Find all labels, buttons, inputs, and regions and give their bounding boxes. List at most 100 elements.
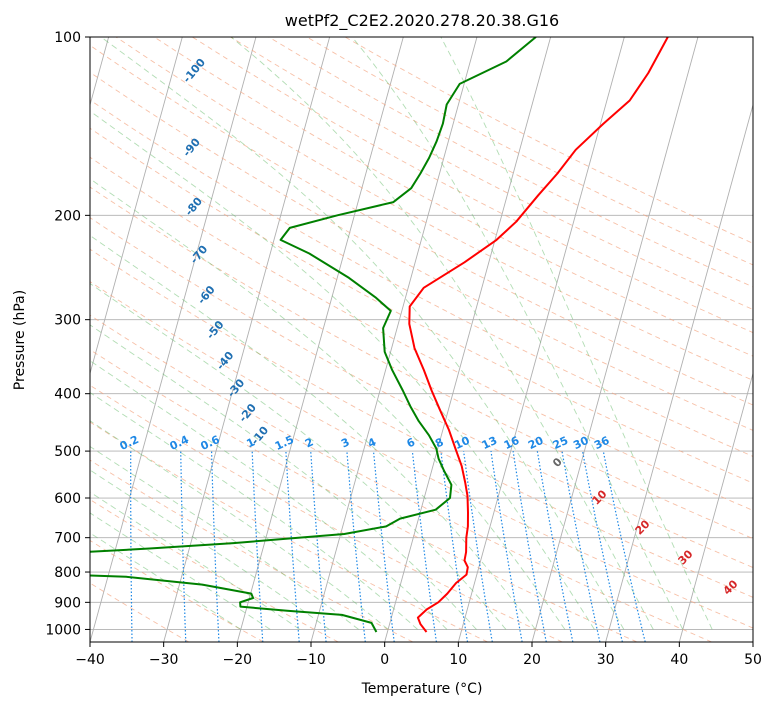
- plot-frame: [89, 36, 754, 643]
- dry-adiabat-label: -70: [188, 243, 211, 267]
- mixing-ratio-line: [346, 451, 366, 642]
- moist-adiabat-line: [440, 37, 713, 630]
- y-tick-label: 900: [54, 595, 81, 611]
- dry-adiabat-line: [90, 217, 753, 569]
- mixing-ratio-label: 0.2: [118, 433, 141, 453]
- mixing-ratio-label: 2: [303, 435, 315, 450]
- x-axis: −40 −30 −20 −10 0 10 20 30 40 50: [75, 642, 762, 668]
- dry-adiabat-line: [90, 99, 753, 457]
- moist-adiabat-label: 30: [676, 547, 696, 567]
- x-tick-label: 20: [523, 652, 541, 668]
- mixing-ratio-line: [82, 451, 84, 642]
- moist-adiabat-line: [90, 491, 300, 630]
- mixing-ratio-line: [602, 450, 646, 642]
- isotherm-line: [90, 37, 183, 376]
- dry-adiabat-label: -20: [236, 401, 259, 425]
- mixing-ratio-label: 4: [366, 435, 379, 450]
- moist-adiabat-line: [351, 37, 684, 630]
- y-axis-label: Pressure (hPa): [12, 290, 28, 390]
- dry-adiabat-line: [90, 421, 488, 642]
- x-tick-label: −40: [75, 652, 105, 668]
- dry-adiabat-label: -40: [214, 349, 237, 373]
- x-tick-label: −20: [223, 652, 253, 668]
- y-tick-label: 700: [54, 531, 81, 547]
- dry-adiabat-label: -100: [180, 56, 208, 86]
- temperature-line: [408, 37, 669, 633]
- mixing-ratio-line: [440, 451, 469, 642]
- mixing-ratio-line: [512, 451, 547, 642]
- background-lines: [82, 37, 753, 642]
- dry-adiabat-label: -90: [180, 135, 203, 159]
- y-tick-label: 600: [54, 491, 81, 507]
- moist-adiabat-line: [100, 37, 625, 630]
- moist-adiabat-line: [90, 469, 330, 630]
- moist-adiabat-line: [90, 420, 389, 630]
- mixing-ratio-line: [310, 451, 327, 642]
- mixing-ratio-line: [561, 450, 601, 642]
- mixing-ratio-label: 13: [480, 434, 499, 452]
- mixing-ratio-label: 3: [339, 435, 351, 450]
- isotherm-line: [531, 37, 699, 642]
- moist-adiabat-line: [90, 445, 359, 630]
- isotherm-line: [90, 37, 257, 642]
- mixing-ratio-label: 30: [571, 434, 591, 452]
- mixing-ratio-line: [372, 451, 395, 642]
- dry-adiabat-line: [90, 156, 753, 512]
- dry-adiabat-line: [90, 499, 339, 642]
- moist-adiabat-line: [90, 360, 448, 630]
- isotherm-line: [310, 37, 478, 642]
- isotherm-line: [384, 37, 552, 642]
- mixing-ratio-line: [211, 451, 220, 642]
- moist-adiabat-line: [90, 282, 507, 630]
- x-axis-label: Temperature (°C): [361, 681, 483, 697]
- mixing-ratio-line: [285, 451, 300, 642]
- dry-adiabat-line: [90, 539, 264, 642]
- isotherm-line: [163, 37, 331, 642]
- dry-adiabat-line: [90, 281, 753, 629]
- dry-adiabat-label: -80: [182, 195, 205, 219]
- isotherm-line: [457, 37, 625, 642]
- line-labels: 0.2 0.4 0.6 1 1.5 2 3 4 6 8 10 13 16 20 25 30 36-100-90-…: [118, 56, 741, 598]
- x-tick-label: 30: [597, 652, 615, 668]
- moist-adiabat-line: [90, 391, 418, 630]
- isotherm-line: [605, 103, 753, 642]
- x-tick-label: −30: [149, 652, 179, 668]
- dry-adiabat-line: [90, 582, 190, 642]
- y-axis: 100 200 300 400 500 600 700 800 900 1000: [45, 30, 90, 638]
- y-tick-label: 300: [54, 313, 81, 329]
- y-tick-label: 1000: [45, 622, 81, 638]
- series-layer: [90, 37, 669, 633]
- dry-adiabat-label: -50: [204, 318, 227, 342]
- isotherm-line: [236, 37, 404, 642]
- mixing-ratio-label: 20: [526, 434, 546, 452]
- y-tick-label: 500: [54, 444, 81, 460]
- y-tick-label: 800: [54, 565, 81, 581]
- moist-adiabat-label: 0: [550, 455, 565, 470]
- mixing-ratio-line: [581, 450, 623, 642]
- x-tick-label: −10: [296, 652, 326, 668]
- dry-adiabat-label: -30: [225, 376, 248, 400]
- moist-adiabat-label: 40: [721, 577, 741, 597]
- mixing-ratio-line: [130, 451, 133, 642]
- dry-adiabat-line: [90, 459, 414, 642]
- dewpoint-line: [90, 37, 537, 633]
- mixing-ratio-label: 1.5: [273, 433, 296, 453]
- mixing-ratio-line: [463, 451, 493, 642]
- mixing-ratio-label: 6: [405, 435, 418, 450]
- dry-adiabat-line: [90, 186, 753, 540]
- moist-adiabat-line: [90, 512, 271, 630]
- mixing-ratio-label: 36: [592, 434, 612, 452]
- x-tick-label: 50: [744, 652, 762, 668]
- isotherm-line: [752, 640, 753, 642]
- moist-adiabat-line: [90, 234, 536, 630]
- moist-adiabat-line: [90, 110, 595, 630]
- x-tick-label: 0: [380, 652, 389, 668]
- dry-adiabat-line: [268, 37, 753, 288]
- mixing-ratio-line: [251, 451, 264, 642]
- isotherm-line: [678, 371, 753, 642]
- dry-adiabat-line: [153, 37, 753, 357]
- x-tick-label: 40: [670, 652, 688, 668]
- y-tick-label: 400: [54, 387, 81, 403]
- moist-adiabat-line: [90, 178, 566, 630]
